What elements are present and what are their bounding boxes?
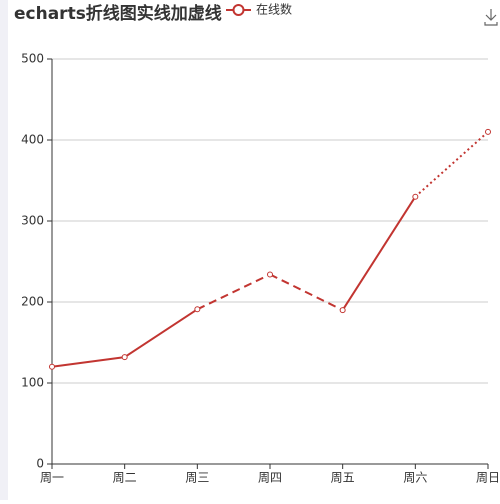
line-segment <box>124 308 198 358</box>
point <box>339 307 346 314</box>
x-tick-label: 周一 <box>40 471 64 485</box>
download-icon[interactable] <box>484 9 498 26</box>
line-segment <box>269 273 344 311</box>
line-segment <box>196 273 271 311</box>
x-tick-label: 周六 <box>403 471 427 485</box>
x-tick-label: 周四 <box>258 471 282 485</box>
y-tick-label: 300 <box>21 214 44 228</box>
x-tick-label: 周二 <box>113 471 137 485</box>
line-segment <box>414 131 489 198</box>
line-segment <box>51 356 125 368</box>
y-tick-label: 500 <box>21 52 44 66</box>
legend-marker <box>232 4 245 16</box>
y-tick-label: 400 <box>21 133 44 147</box>
x-tick-label: 周三 <box>185 471 209 485</box>
point <box>485 128 491 135</box>
chart-title: echarts折线图实线加虚线 <box>14 3 222 24</box>
point <box>121 354 128 361</box>
side-strip <box>0 0 8 500</box>
point <box>412 193 419 200</box>
line-segment <box>341 196 417 311</box>
y-tick-label: 100 <box>21 376 44 390</box>
x-tick-label: 周五 <box>331 471 355 485</box>
legend-label: 在线数 <box>256 2 292 17</box>
point <box>194 306 201 313</box>
point <box>49 363 55 370</box>
x-tick-label: 周日 <box>476 471 500 485</box>
y-tick-label: 200 <box>21 295 44 309</box>
point <box>267 271 273 278</box>
y-tick-label: 0 <box>36 457 44 471</box>
